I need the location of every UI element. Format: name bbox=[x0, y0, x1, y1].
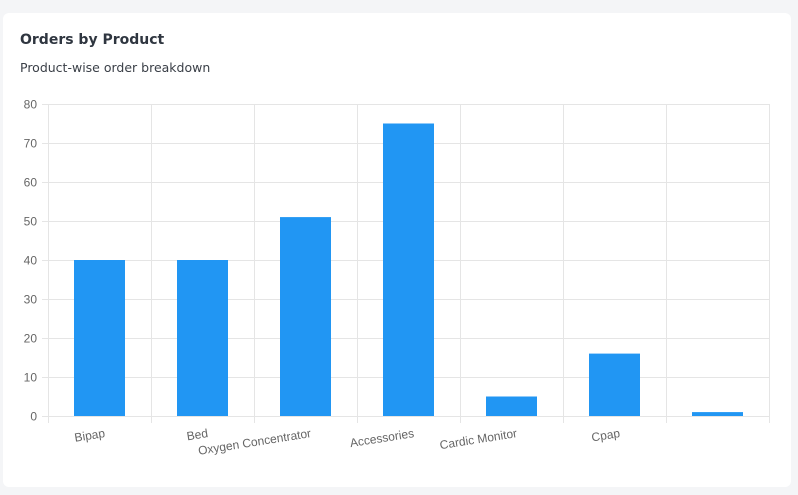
x-tick-label: Cpap bbox=[590, 426, 621, 444]
bar-unlabeled[interactable] bbox=[692, 412, 743, 416]
y-tick-label: 20 bbox=[24, 332, 38, 346]
bar-accessories[interactable] bbox=[383, 123, 434, 417]
y-tick-label: 70 bbox=[24, 137, 38, 151]
y-tick-label: 10 bbox=[24, 371, 38, 385]
bar-cpap[interactable] bbox=[589, 353, 640, 416]
bar-oxygen-concentrator[interactable] bbox=[280, 217, 331, 416]
x-tick-label: Accessories bbox=[349, 426, 415, 450]
y-axis-ticks: 0 10 20 30 40 50 60 70 80 bbox=[24, 98, 38, 424]
bars bbox=[74, 123, 743, 417]
bar-bed[interactable] bbox=[177, 260, 228, 416]
y-tick-label: 30 bbox=[24, 293, 38, 307]
y-tick-label: 0 bbox=[30, 410, 37, 424]
y-tick-label: 40 bbox=[24, 254, 38, 268]
y-tick-label: 80 bbox=[24, 98, 38, 112]
chart-title: Orders by Product bbox=[20, 32, 165, 48]
y-tick-label: 60 bbox=[24, 176, 38, 190]
x-tick-label: Oxygen Concentrator bbox=[197, 426, 312, 458]
x-tick-label: Bed bbox=[186, 426, 209, 443]
x-tick-label: Bipap bbox=[73, 426, 106, 445]
chart-subtitle: Product-wise order breakdown bbox=[20, 60, 211, 75]
bar-cardic-monitor[interactable] bbox=[486, 396, 537, 417]
x-tick-label: Cardic Monitor bbox=[439, 426, 518, 452]
y-tick-label: 50 bbox=[24, 215, 38, 229]
bar-bipap[interactable] bbox=[74, 260, 125, 416]
